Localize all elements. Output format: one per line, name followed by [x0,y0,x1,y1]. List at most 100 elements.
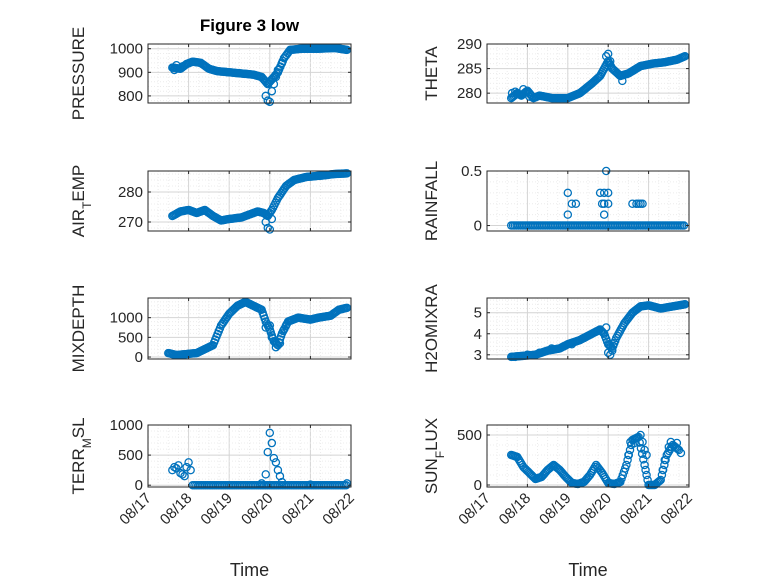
data-point [261,470,270,479]
data-point [261,323,270,332]
y-axis-label: H2OMIXRA [422,283,441,372]
data-point [624,450,633,460]
axes-frame [147,297,352,360]
data-point [272,69,281,78]
y-label-subscript: F [433,451,447,458]
panel-sunflux: 08/17 08/18 08/19 08/20 08/21 08/22 0 500 SUNFLU… [422,418,696,580]
data-point [563,210,573,219]
y-tick-label: 270 [118,214,143,231]
data-point [618,76,627,86]
data-point [267,214,277,224]
data-point [567,340,577,349]
data-point [630,438,639,448]
data-point [172,60,181,70]
y-tick-label: 1000 [110,310,143,327]
data-point [625,445,635,455]
data-point [511,352,520,362]
data-point [628,199,637,208]
data-point [170,65,179,75]
x-tick-label: 08/20 [576,490,615,529]
y-tick-label: 5 [474,305,482,322]
data-point [519,84,528,94]
panel-h2omixra: 3 4 5 H2OMIXRA [422,283,690,373]
data-point [666,437,676,447]
y-tick-label: 800 [118,88,143,105]
data-point [623,455,632,465]
data-point [281,321,291,330]
data-point [605,350,615,360]
axes-frame [486,43,690,104]
data-point [638,199,647,208]
data-point [180,471,189,481]
data-point [603,199,613,208]
axes-frame [147,43,352,104]
data-point [603,49,613,59]
data-point [511,87,520,96]
data-point [599,210,609,219]
data-point [547,344,556,353]
y-axis-label: RAINFALL [422,161,441,241]
data-point [567,199,577,208]
y-tick-label: 280 [457,85,482,102]
y-axis-label: THETA [422,46,441,101]
axes-frame [486,170,690,232]
data-point [676,448,686,458]
y-tick-label: 290 [457,36,482,53]
data-point [599,199,609,208]
y-tick-label: 0 [474,477,482,494]
data-point [605,56,615,66]
y-axis-label: SUNFLUX [422,418,447,494]
y-label-rest: LUX [422,418,441,451]
y-axis-label: TERRMSL [69,417,94,494]
data-point [178,62,187,71]
data-point [660,455,670,465]
data-point [535,348,544,357]
y-label-rest: EMP [69,165,88,202]
data-point [638,437,647,447]
y-tick-label: 900 [118,64,143,81]
x-tick-label: 08/20 [238,490,277,529]
data-point [525,92,534,101]
data-point [559,342,569,351]
x-tick-label: 08/18 [157,490,196,529]
panel-pressure: 800 900 1000 PRESSURE Figure 3 low [69,16,352,121]
data-point [672,438,682,448]
y-label-rest: SL [69,417,88,438]
x-axis-label: Time [230,560,269,580]
x-tick-label: 08/22 [319,490,358,529]
data-point [263,447,273,457]
panel-airtemp: 270 280 AIRTEMP [69,165,352,238]
y-axis-label: PRESSURE [69,27,88,121]
data-point [265,97,275,107]
y-tick-label: 500 [118,329,143,346]
y-label-subscript: M [80,438,94,448]
data-point [642,450,651,460]
panel-rainfall: 0 0.5 RAINFALL [422,161,690,241]
data-point [591,327,601,336]
data-point [265,428,275,438]
x-tick-label: 08/22 [657,490,696,529]
y-tick-label: 4 [474,326,482,343]
x-tick-label: 08/17 [455,490,494,529]
y-tick-label: 285 [457,61,482,78]
data-point [267,333,277,342]
y-tick-label: 3 [474,347,482,364]
data-point [271,458,281,467]
data-point [595,188,605,198]
y-tick-label: 280 [118,184,143,201]
data-point [660,460,669,470]
y-axis-label: AIRTEMP [69,165,94,238]
data-point [656,475,665,485]
data-point [664,442,674,452]
data-point [640,460,649,470]
y-tick-label: 1000 [110,417,143,434]
data-point [184,458,193,467]
data-point [275,339,285,348]
y-tick-label: 0.5 [461,163,482,180]
axes-frame [147,424,352,488]
y-tick-label: 500 [457,427,482,444]
x-tick-label: 08/18 [496,490,535,529]
data-point [626,437,635,447]
data-point [267,438,277,448]
